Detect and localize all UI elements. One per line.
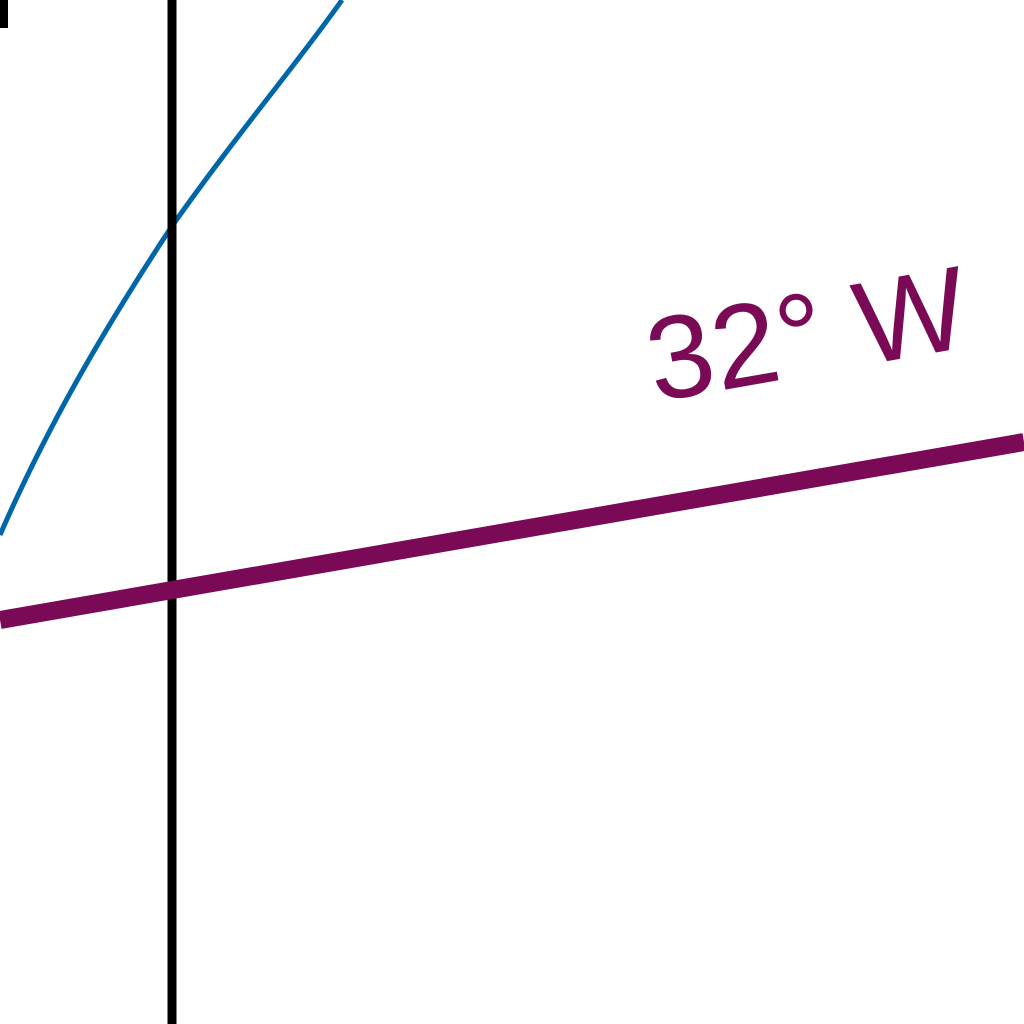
corner-mark (0, 0, 8, 28)
meridian-line (0, 433, 1024, 629)
meridian-label: 32° W (637, 242, 978, 428)
